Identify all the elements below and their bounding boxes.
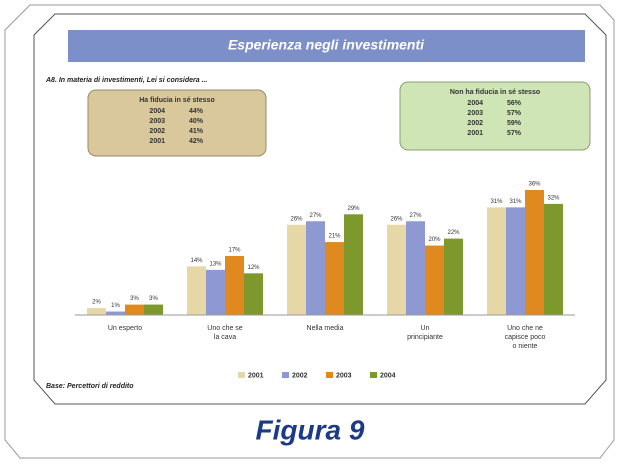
bar	[544, 203, 563, 315]
legend-swatch	[370, 372, 377, 378]
bar	[444, 238, 463, 315]
value-label: 3%	[130, 296, 139, 302]
box-year: 2001	[149, 138, 165, 145]
box-year: 2002	[149, 128, 165, 135]
legend-label: 2001	[248, 372, 264, 379]
value-label: 22%	[447, 230, 460, 236]
box-year: 2002	[467, 120, 483, 127]
value-label: 27%	[309, 213, 322, 219]
value-label: 29%	[347, 206, 360, 212]
bar	[487, 207, 506, 315]
bar	[106, 311, 125, 315]
box-value: 40%	[189, 118, 204, 125]
bar	[87, 308, 106, 315]
value-label: 26%	[390, 216, 403, 222]
left-box	[87, 89, 267, 157]
value-label: 17%	[228, 248, 241, 254]
x-tick-label: Nella media	[307, 325, 344, 332]
value-label: 36%	[528, 182, 541, 188]
box-value: 44%	[189, 108, 204, 115]
value-label: 32%	[547, 195, 560, 201]
value-label: 3%	[149, 296, 158, 302]
value-label: 26%	[290, 216, 303, 222]
box-value: 42%	[189, 138, 204, 145]
bar	[344, 214, 363, 315]
box-year: 2004	[149, 108, 165, 115]
box-year: 2004	[467, 100, 483, 107]
x-tick-label: Un principiante	[407, 325, 443, 341]
box-value: 41%	[189, 128, 204, 135]
value-label: 21%	[328, 234, 341, 240]
box-value: 59%	[507, 120, 522, 127]
bar	[187, 266, 206, 315]
bar	[287, 224, 306, 315]
box-value: 57%	[507, 130, 522, 137]
x-tick-label: Uno che ne capisce poco o niente	[505, 325, 546, 350]
bar	[125, 304, 144, 315]
bar	[387, 224, 406, 315]
box-title: Ha fiducia in sé stesso	[139, 97, 214, 104]
bar	[306, 221, 325, 315]
value-label: 27%	[409, 213, 422, 219]
x-tick-label: Uno che se la cava	[207, 325, 243, 341]
bar	[206, 269, 225, 315]
legend-label: 2003	[336, 372, 352, 379]
box-value: 56%	[507, 100, 522, 107]
x-tick-label: Un esperto	[108, 325, 142, 332]
box-value: 57%	[507, 110, 522, 117]
value-label: 31%	[490, 199, 503, 205]
bar	[225, 255, 244, 315]
bar	[525, 190, 544, 315]
box-title: Non ha fiducia in sé stesso	[450, 89, 540, 96]
box-year: 2003	[149, 118, 165, 125]
value-label: 14%	[190, 258, 203, 264]
box-year: 2001	[467, 130, 483, 137]
bar	[506, 207, 525, 315]
bar	[325, 242, 344, 315]
bar	[406, 221, 425, 315]
value-label: 1%	[111, 303, 120, 309]
value-label: 2%	[92, 300, 101, 306]
value-label: 12%	[247, 265, 260, 271]
legend-swatch	[326, 372, 333, 378]
bar	[144, 304, 163, 315]
frame	[4, 4, 615, 459]
caption: Figura 9	[256, 414, 365, 445]
bar	[244, 273, 263, 315]
legend-label: 2002	[292, 372, 308, 379]
legend-label: 2004	[380, 372, 396, 379]
legend-swatch	[282, 372, 289, 378]
base-note: Base: Percettori di reddito	[46, 383, 134, 390]
title-bar	[68, 30, 585, 62]
legend-swatch	[238, 372, 245, 378]
subtitle: A8. In materia di investimenti, Lei si c…	[45, 77, 207, 84]
bar	[425, 245, 444, 315]
value-label: 13%	[209, 261, 222, 267]
value-label: 20%	[428, 237, 441, 243]
chart-title: Esperienza negli investimenti	[228, 37, 425, 53]
value-label: 31%	[509, 199, 522, 205]
box-year: 2003	[467, 110, 483, 117]
right-box	[399, 81, 591, 151]
